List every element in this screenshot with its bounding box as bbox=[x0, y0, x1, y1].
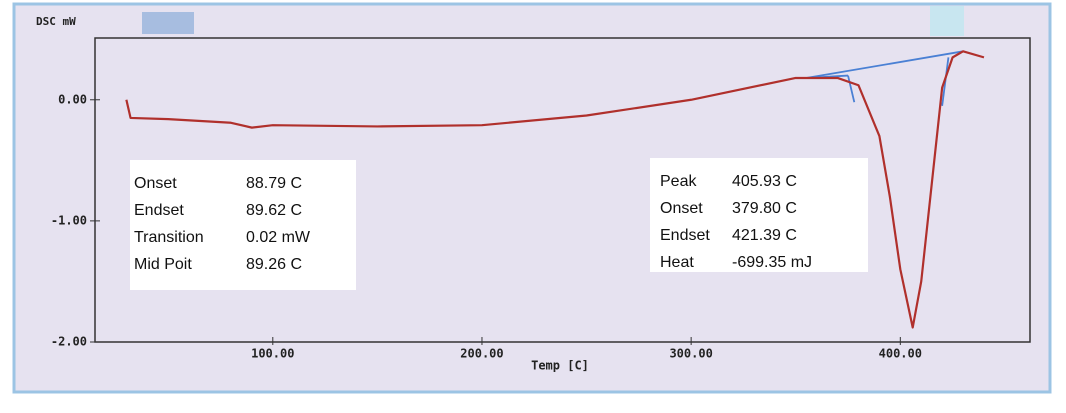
annotation-label: Mid Poit bbox=[134, 256, 192, 273]
x-tick-label: 400.00 bbox=[879, 347, 922, 361]
artifact bbox=[142, 12, 194, 34]
annotation-value: 0.02 mW bbox=[246, 229, 311, 246]
x-axis-label: Temp [C] bbox=[531, 359, 589, 373]
annotation-label: Onset bbox=[134, 175, 177, 192]
annotation-label: Endset bbox=[660, 227, 710, 244]
annotation-box bbox=[130, 160, 356, 290]
annotation-value: 379.80 C bbox=[732, 200, 797, 217]
annotation-label: Endset bbox=[134, 202, 184, 219]
dsc-curve bbox=[125, 50, 985, 329]
tangent-line bbox=[847, 75, 856, 103]
x-tick-label: 300.00 bbox=[669, 347, 712, 361]
annotation-value: -699.35 mJ bbox=[732, 254, 812, 271]
annotation-label: Peak bbox=[660, 173, 697, 190]
annotation-value: 89.62 C bbox=[246, 202, 302, 219]
y-axis-label: DSC mW bbox=[36, 15, 76, 28]
annotation-value: 421.39 C bbox=[732, 227, 797, 244]
annotation-label: Heat bbox=[660, 254, 694, 271]
x-tick-label: 200.00 bbox=[460, 347, 503, 361]
x-tick-label: 100.00 bbox=[251, 347, 294, 361]
y-tick-label: -1.00 bbox=[51, 213, 87, 227]
y-tick-label: -2.00 bbox=[51, 335, 87, 349]
annotation-value: 405.93 C bbox=[732, 173, 797, 190]
y-tick-label: 0.00 bbox=[58, 92, 87, 106]
plot-frame bbox=[94, 37, 1031, 343]
annotation-box bbox=[650, 158, 868, 272]
annotation-label: Onset bbox=[660, 200, 703, 217]
annotation-value: 88.79 C bbox=[246, 175, 302, 192]
tangent-line bbox=[806, 50, 964, 79]
annotation-value: 89.26 C bbox=[246, 256, 302, 273]
artifact bbox=[930, 6, 964, 36]
annotation-label: Transition bbox=[134, 229, 204, 246]
